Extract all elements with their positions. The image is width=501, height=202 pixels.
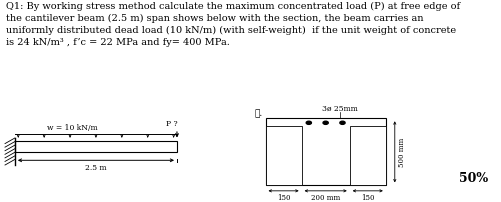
Text: 50%: 50% <box>459 171 488 184</box>
Bar <box>266 126 302 185</box>
Text: 200 mm: 200 mm <box>311 193 340 201</box>
Text: 150: 150 <box>361 193 374 201</box>
Text: 3ø 25mm: 3ø 25mm <box>322 104 358 112</box>
Bar <box>15 141 177 152</box>
Text: 500 mm: 500 mm <box>398 138 406 167</box>
Circle shape <box>323 122 328 125</box>
Circle shape <box>306 122 312 125</box>
Text: w = 10 kN/m: w = 10 kN/m <box>47 124 98 132</box>
Text: P ?: P ? <box>166 120 177 127</box>
Circle shape <box>340 122 345 125</box>
Text: 2.5 m: 2.5 m <box>85 163 107 171</box>
Text: Q1: By working stress method calculate the maximum concentrated load (P) at free: Q1: By working stress method calculate t… <box>6 2 460 47</box>
Text: ℓ.: ℓ. <box>255 109 263 118</box>
Bar <box>266 119 386 185</box>
Text: 150: 150 <box>277 193 290 201</box>
Bar <box>350 126 386 185</box>
